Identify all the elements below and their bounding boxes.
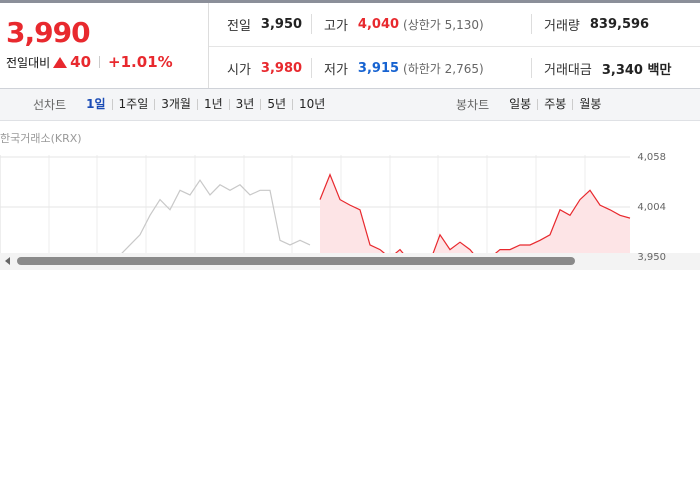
stat-cell: 전일 3,950 [227, 14, 302, 34]
stat-cell: 거래대금 3,340 백만 [531, 58, 671, 78]
stat-value: 3,915 [357, 60, 400, 76]
tab-heading: 선차트 [33, 98, 67, 112]
tab-option[interactable]: 1일 [86, 97, 106, 111]
change-label: 전일대비 [6, 55, 51, 70]
stat-cell: 저가 3,915 (하한가 2,765) [311, 58, 484, 78]
stat-cell: 고가 4,040 (상한가 5,130) [311, 14, 484, 34]
tab-option[interactable]: 일봉 [509, 97, 532, 111]
price-line [121, 179, 311, 253]
tab-option[interactable]: 1주일 [111, 98, 155, 110]
tab-heading: 봉차트 [456, 98, 490, 112]
stat-label: 저가 [324, 62, 348, 78]
y-tick-label: 4,004 [637, 202, 666, 213]
stat-value: 3,340 백만 [601, 62, 672, 78]
stats-row: 전일 3,950 고가 4,040 (상한가 5,130) 거래량 839,596 [209, 3, 700, 45]
stat-value: 3,950 [260, 16, 303, 32]
tab-option[interactable]: 월봉 [572, 98, 607, 110]
stat-label: 시가 [227, 62, 251, 78]
chart: 4,058 4,004 3,950 [0, 152, 700, 270]
change-rate: +1.01% [108, 53, 173, 71]
tab-option[interactable]: 1년 [196, 98, 229, 110]
up-arrow [53, 56, 68, 68]
change-amount: 40 [70, 53, 92, 71]
tab-option[interactable]: 3년 [228, 98, 261, 110]
tab-option[interactable]: 10년 [292, 98, 331, 110]
plot [0, 155, 631, 253]
y-tick-label: 3,950 [637, 252, 666, 263]
current-price: 3,990 [6, 16, 91, 49]
stats-table: 전일 3,950 고가 4,040 (상한가 5,130) 거래량 839,596 시가 3,9… [208, 3, 700, 88]
tab-option[interactable]: 주봉 [537, 98, 572, 110]
price-line [319, 172, 631, 253]
y-tick-label: 4,058 [637, 152, 666, 163]
stat-value: 4,040 [357, 16, 400, 32]
stat-value: 3,980 [260, 60, 303, 76]
stat-note: (상한가 5,130) [403, 17, 484, 32]
separator [99, 56, 101, 68]
stat-cell: 거래량 839,596 [531, 14, 649, 34]
scroll-left-arrow[interactable] [5, 257, 10, 265]
stat-label: 고가 [324, 18, 348, 34]
stat-label: 전일 [227, 18, 251, 34]
data-source: 한국거래소(KRX) [0, 132, 82, 145]
tab-option[interactable]: 5년 [260, 98, 292, 110]
stats-row: 시가 3,980 저가 3,915 (하한가 2,765) 거래대금 3,340 백만 [209, 46, 700, 89]
line-tabs: 선차트 1일 1주일 3개월 1년 3년 5년 10년 [33, 89, 331, 120]
stat-label: 거래대금 [544, 62, 592, 78]
stat-cell: 시가 3,980 [227, 58, 302, 78]
chart-tabs: 선차트 1일 1주일 3개월 1년 3년 5년 10년 봉차트 일봉 주봉 월봉 [0, 88, 700, 121]
price-change: 전일대비 40 +1.01% [6, 53, 173, 71]
tab-option[interactable]: 3개월 [154, 98, 197, 110]
scrollbar-thumb[interactable] [17, 257, 575, 265]
stat-value: 839,596 [589, 16, 650, 32]
stat-note: (하한가 2,765) [403, 61, 484, 76]
stat-label: 거래량 [544, 18, 580, 34]
price-area [320, 174, 630, 253]
top-border [0, 0, 700, 3]
candle-tabs: 봉차트 일봉 주봉 월봉 [456, 89, 607, 120]
